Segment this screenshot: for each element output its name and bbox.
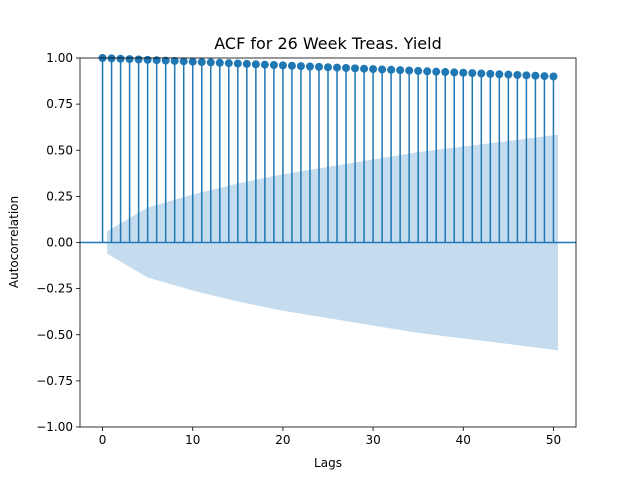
acf-point — [351, 64, 360, 73]
acf-point — [197, 58, 206, 67]
x-tick-label: 20 — [275, 433, 290, 447]
acf-point — [432, 67, 441, 76]
acf-point — [504, 70, 513, 79]
acf-point — [477, 69, 486, 78]
y-tick-label: −0.25 — [36, 282, 73, 296]
acf-point — [540, 72, 549, 81]
acf-point — [296, 62, 305, 71]
acf-point — [152, 56, 161, 65]
acf-point — [143, 55, 152, 64]
y-tick-label: −0.50 — [36, 328, 73, 342]
acf-point — [450, 68, 459, 77]
acf-point — [360, 64, 369, 73]
acf-point — [251, 60, 260, 69]
acf-point — [468, 69, 477, 78]
x-axis-label: Lags — [314, 456, 342, 470]
acf-point — [414, 66, 423, 75]
y-tick-label: −0.75 — [36, 374, 73, 388]
acf-point — [513, 70, 522, 79]
x-tick-label: 50 — [546, 433, 561, 447]
acf-point — [314, 62, 323, 71]
acf-point — [387, 65, 396, 74]
acf-point — [405, 66, 414, 75]
y-tick-label: 0.75 — [46, 97, 73, 111]
x-tick-label: 30 — [365, 433, 380, 447]
acf-point — [188, 57, 197, 66]
y-axis-label: Autocorrelation — [7, 196, 21, 288]
acf-point — [369, 65, 378, 74]
acf-point — [242, 59, 251, 68]
acf-point — [179, 57, 188, 66]
acf-point — [459, 68, 468, 77]
acf-point — [531, 71, 540, 80]
acf-point — [549, 72, 558, 81]
acf-point — [342, 63, 351, 72]
acf-point — [269, 61, 278, 70]
acf-point — [125, 55, 134, 64]
acf-point — [333, 63, 342, 72]
x-tick-label: 10 — [185, 433, 200, 447]
x-tick-label: 0 — [99, 433, 107, 447]
acf-point — [495, 70, 504, 79]
acf-point — [396, 66, 405, 75]
chart-title: ACF for 26 Week Treas. Yield — [214, 34, 441, 53]
acf-point — [486, 69, 495, 78]
x-tick-label: 40 — [456, 433, 471, 447]
acf-point — [278, 61, 287, 70]
acf-point — [116, 54, 125, 63]
acf-point — [170, 56, 179, 65]
y-tick-label: −1.00 — [36, 420, 73, 434]
acf-point — [233, 59, 242, 68]
acf-point — [206, 58, 215, 67]
acf-point — [441, 68, 450, 77]
acf-point — [215, 58, 224, 67]
y-tick-label: 1.00 — [46, 51, 73, 65]
acf-point — [378, 65, 387, 74]
acf-point — [224, 59, 233, 68]
y-tick-label: 0.25 — [46, 189, 73, 203]
acf-point — [305, 62, 314, 71]
y-tick-label: 0.50 — [46, 143, 73, 157]
y-tick-label: 0.00 — [46, 236, 73, 250]
acf-point — [161, 56, 170, 65]
acf-point — [287, 61, 296, 70]
acf-point — [324, 63, 332, 72]
plot-area: 0 10 20 30 40 50 −1.00 −0.75 −0.50 −0.25 0.00 0.25 0… — [36, 51, 577, 447]
acf-point — [522, 71, 531, 80]
acf-point — [423, 67, 432, 76]
acf-point — [134, 55, 143, 64]
acf-point — [260, 60, 269, 69]
